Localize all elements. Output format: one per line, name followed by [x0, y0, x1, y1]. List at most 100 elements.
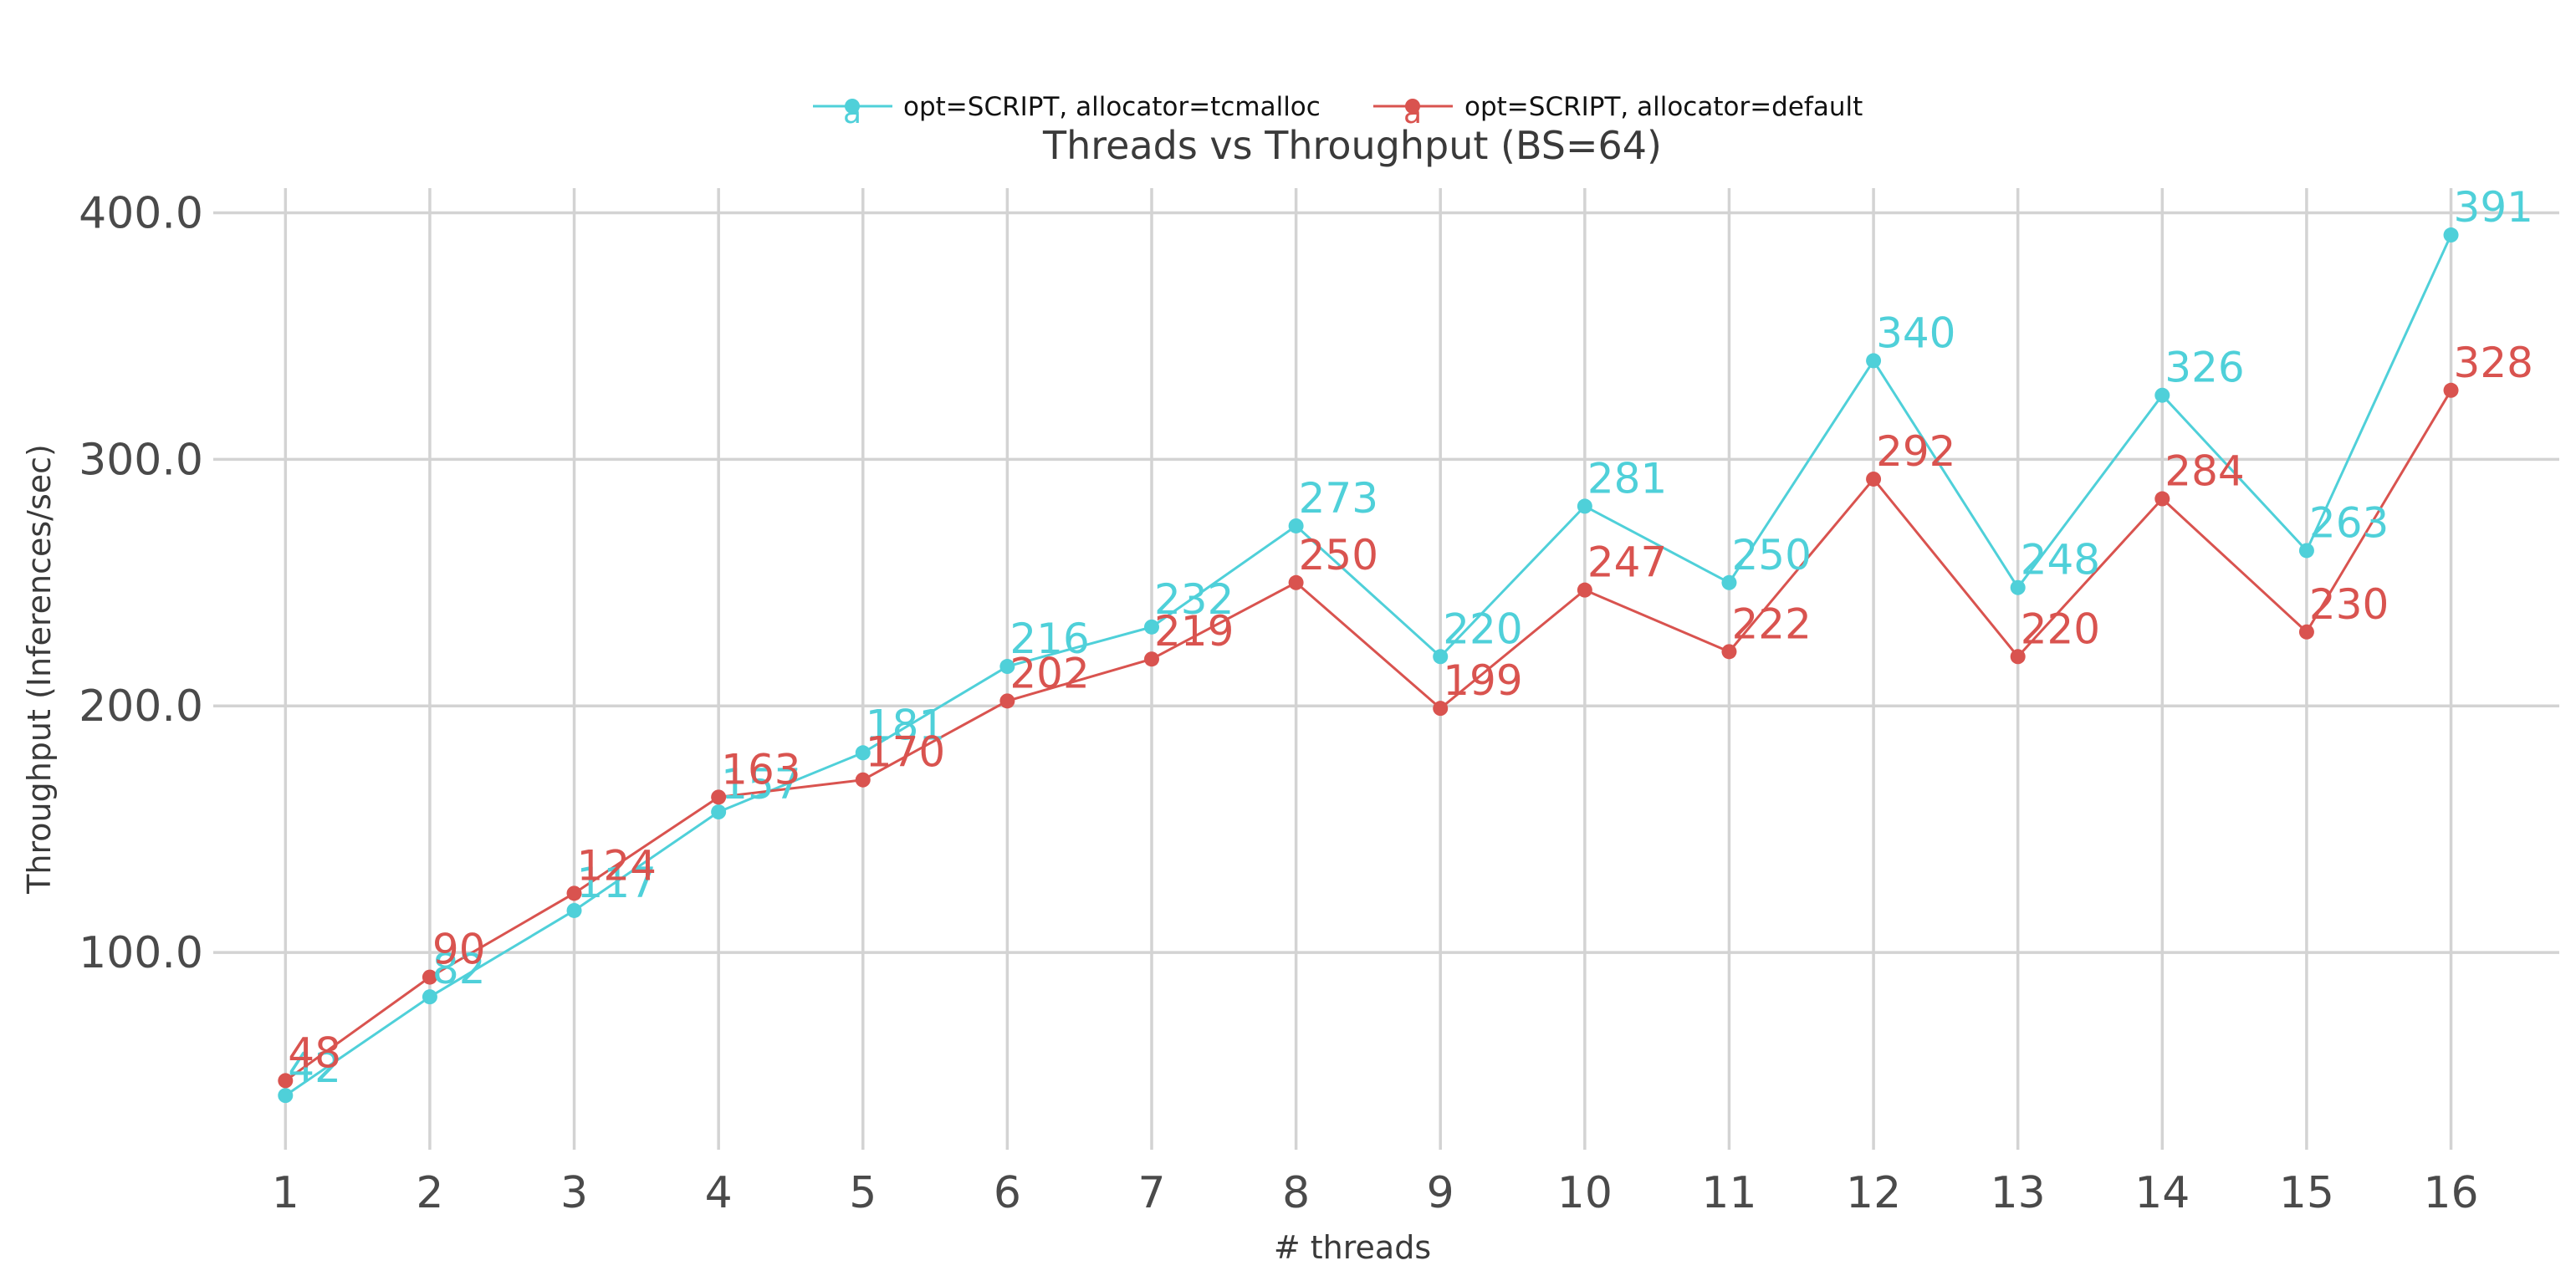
- data-label: 124: [577, 841, 657, 890]
- legend-marker: [1405, 99, 1420, 114]
- data-label: 90: [432, 926, 486, 974]
- data-point: [999, 693, 1015, 709]
- legend-glyph: a: [1403, 96, 1422, 130]
- data-point: [2010, 649, 2026, 665]
- data-point: [1721, 574, 1737, 590]
- data-label: 42: [288, 1044, 341, 1092]
- data-label: 163: [721, 745, 800, 794]
- data-label: 250: [1731, 531, 1811, 579]
- data-label: 263: [2309, 498, 2389, 547]
- data-label: 222: [1731, 600, 1811, 648]
- data-label: 157: [721, 760, 800, 809]
- data-label: 220: [2021, 605, 2100, 653]
- x-tick-label: 4: [705, 1168, 733, 1218]
- data-point: [711, 804, 727, 820]
- data-point: [999, 659, 1015, 675]
- series-group: [278, 382, 2459, 1089]
- data-point: [2443, 382, 2459, 398]
- legend-label: opt=SCRIPT, allocator=tcmalloc: [903, 92, 1321, 122]
- data-label: 181: [866, 701, 945, 749]
- data-labels: 42 82 117 157 181 216 232 273 220 281 250 340 248 326…: [288, 183, 2533, 1092]
- series-line: [284, 390, 2452, 1082]
- data-label: 248: [2021, 536, 2100, 584]
- data-point: [1721, 644, 1737, 660]
- grid: [213, 188, 2559, 1150]
- y-tick-label: 200.0: [79, 681, 203, 732]
- x-tick-label: 1: [272, 1168, 299, 1218]
- legend: a opt=SCRIPT, allocator=tcmalloc a opt=SCRI…: [813, 92, 1863, 130]
- x-tick-label: 7: [1137, 1168, 1165, 1218]
- data-point: [1144, 651, 1159, 667]
- data-label: 216: [1009, 615, 1089, 663]
- x-tick-label: 9: [1427, 1168, 1454, 1218]
- x-axis-label: # threads: [1274, 1229, 1431, 1266]
- data-label: 281: [1587, 454, 1667, 503]
- data-label: 247: [1587, 538, 1667, 587]
- data-point: [1433, 649, 1449, 665]
- data-point: [2154, 387, 2170, 403]
- data-label: 391: [2454, 183, 2533, 232]
- x-tick-label: 12: [1846, 1168, 1901, 1218]
- series-line: [284, 234, 2452, 1097]
- x-tick-label: 16: [2423, 1168, 2478, 1218]
- data-label: 219: [1154, 607, 1234, 656]
- legend-item: a opt=SCRIPT, allocator=default: [1373, 92, 1863, 130]
- y-tick-label: 100.0: [79, 928, 203, 978]
- data-label: 328: [2454, 339, 2533, 387]
- x-tick-label: 5: [849, 1168, 877, 1218]
- data-point: [422, 989, 437, 1005]
- x-tick-label: 13: [1991, 1168, 2046, 1218]
- data-point: [1144, 619, 1159, 635]
- chart-title: Threads vs Throughput (BS=64): [1042, 123, 1662, 168]
- data-label: 202: [1009, 649, 1089, 697]
- x-axis-ticks: 1 2 3 4 5 6 7 8 9 10 11 12 13 14 15 16: [272, 1168, 2479, 1218]
- data-label: 117: [577, 859, 657, 907]
- data-point: [566, 902, 582, 918]
- data-point: [278, 1088, 294, 1104]
- data-point: [2298, 543, 2314, 559]
- data-label: 273: [1299, 474, 1378, 523]
- x-tick-label: 11: [1701, 1168, 1756, 1218]
- x-tick-label: 14: [2134, 1168, 2190, 1218]
- legend-marker: [845, 99, 860, 114]
- x-tick-label: 15: [2279, 1168, 2334, 1218]
- data-point: [1866, 471, 1882, 487]
- data-point: [2443, 227, 2459, 243]
- data-label: 232: [1154, 575, 1234, 624]
- x-tick-label: 6: [994, 1168, 1021, 1218]
- data-point: [1577, 498, 1592, 514]
- data-point: [1577, 582, 1592, 598]
- data-label: 220: [1443, 605, 1522, 653]
- data-point: [855, 745, 871, 761]
- legend-glyph: a: [843, 96, 861, 130]
- data-point: [2298, 624, 2314, 640]
- data-point: [711, 789, 727, 805]
- data-label: 82: [432, 945, 486, 993]
- x-tick-label: 8: [1282, 1168, 1310, 1218]
- data-label: 48: [288, 1028, 341, 1077]
- data-point: [855, 772, 871, 788]
- data-point: [1288, 574, 1304, 590]
- data-label: 326: [2165, 344, 2244, 392]
- legend-item: a opt=SCRIPT, allocator=tcmalloc: [813, 92, 1321, 130]
- data-point: [1866, 353, 1882, 369]
- x-tick-label: 2: [416, 1168, 443, 1218]
- data-point: [1433, 701, 1449, 717]
- x-tick-label: 10: [1557, 1168, 1613, 1218]
- y-axis-ticks: 100.0 200.0 300.0 400.0: [79, 188, 203, 978]
- data-point: [1288, 518, 1304, 533]
- y-tick-label: 300.0: [79, 435, 203, 485]
- data-point: [2010, 579, 2026, 595]
- data-label: 230: [2309, 580, 2389, 629]
- x-tick-label: 3: [560, 1168, 588, 1218]
- data-label: 340: [1876, 309, 1955, 357]
- data-label: 199: [1443, 656, 1522, 705]
- data-point: [422, 969, 437, 985]
- y-tick-label: 400.0: [79, 188, 203, 238]
- data-label: 250: [1299, 531, 1378, 579]
- data-point: [566, 885, 582, 901]
- data-point: [278, 1073, 294, 1089]
- y-axis-label: Throughput (Inferences/sec): [21, 444, 58, 895]
- series: [278, 227, 2459, 1104]
